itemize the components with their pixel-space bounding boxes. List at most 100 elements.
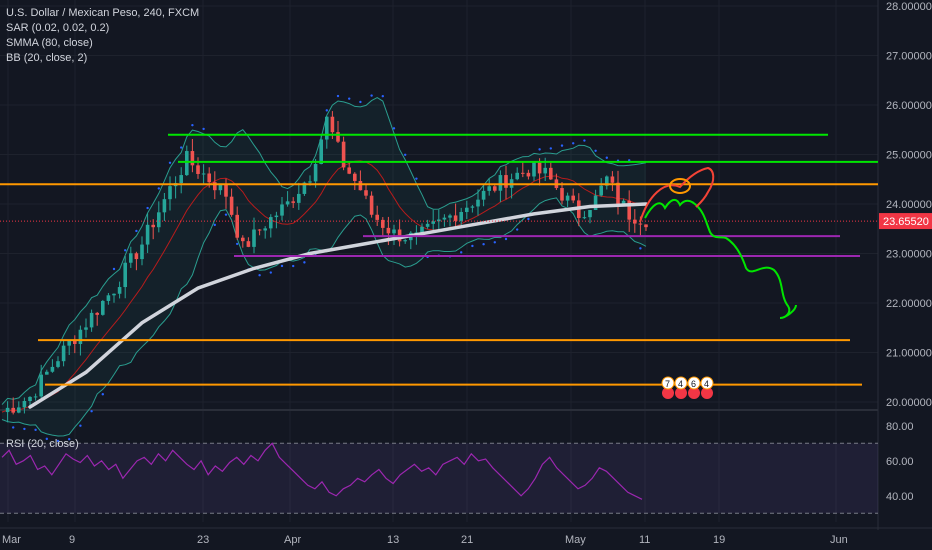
sar-dot xyxy=(168,161,172,164)
candle-body xyxy=(403,240,407,242)
candle-body xyxy=(252,229,256,247)
rsi-tick-label: 80.00 xyxy=(886,421,914,433)
candle-body xyxy=(341,141,346,168)
time-tick-label: 19 xyxy=(713,534,725,546)
candle-body xyxy=(11,407,15,413)
sar-dot xyxy=(303,261,306,264)
candle-body xyxy=(386,227,391,234)
candle-body xyxy=(168,186,172,200)
sar-dot xyxy=(191,123,194,127)
sar-dot xyxy=(583,139,586,142)
price-tick-label: 22.00000 xyxy=(886,298,932,310)
sar-dot xyxy=(493,241,496,244)
candle-body xyxy=(364,190,368,196)
event-flag-icon xyxy=(675,387,687,399)
price-tick-label: 24.00000 xyxy=(886,199,932,211)
sar-dot xyxy=(124,249,127,252)
sar-dot xyxy=(135,229,138,233)
candle-body xyxy=(504,175,508,188)
candle-body xyxy=(470,206,475,208)
candle-body xyxy=(616,182,620,204)
sar-dot xyxy=(359,100,362,104)
candle-body xyxy=(638,223,643,225)
candle-body xyxy=(605,176,609,186)
price-tick-label: 26.00000 xyxy=(886,100,932,112)
highlight-ellipse xyxy=(669,178,691,194)
candle-body xyxy=(291,201,295,203)
price-tick-label: 27.00000 xyxy=(886,51,932,63)
event-marker xyxy=(687,376,701,390)
candle-body xyxy=(476,199,480,207)
candle-body xyxy=(347,167,351,174)
candle-body xyxy=(425,223,430,227)
candle-body xyxy=(162,199,167,213)
sar-dot xyxy=(213,223,216,227)
candle-body xyxy=(459,212,463,221)
sar-dot xyxy=(269,271,272,274)
candle-body xyxy=(369,195,374,215)
sar-dot xyxy=(325,109,328,112)
sar-dot xyxy=(415,177,418,180)
candle-body xyxy=(532,162,536,177)
rsi-band-fill xyxy=(0,443,878,514)
candle-body xyxy=(185,151,189,176)
rsi-tick-label: 60.00 xyxy=(886,456,914,468)
candle-body xyxy=(302,182,307,194)
candle-body xyxy=(375,214,379,220)
rsi-tick-label: 40.00 xyxy=(886,491,914,503)
candle-body xyxy=(101,300,105,315)
candle-body xyxy=(224,184,228,197)
candle-body xyxy=(560,188,564,201)
sar-dot xyxy=(404,153,407,156)
candles xyxy=(5,111,648,423)
candle-body xyxy=(263,228,267,231)
candle-body xyxy=(56,361,60,367)
candle-body xyxy=(392,229,396,234)
candle-body xyxy=(465,207,469,213)
candle-body xyxy=(437,219,441,222)
candle-body xyxy=(61,345,66,362)
candle-body xyxy=(325,116,329,140)
candle-body xyxy=(543,167,547,174)
candle-body xyxy=(190,151,195,166)
sar-dot xyxy=(90,409,93,413)
projection-green-path xyxy=(644,198,797,319)
event-flag-icon xyxy=(662,387,674,399)
sar-dot xyxy=(336,94,340,98)
candle-body xyxy=(515,172,519,180)
indicator-smma-label[interactable]: SMMA (80, close) xyxy=(6,37,93,49)
candle-body xyxy=(28,396,32,402)
sar-dot xyxy=(504,237,508,241)
sar-dot xyxy=(45,437,48,441)
candle-body xyxy=(498,175,503,191)
sar-dot xyxy=(101,393,105,396)
sar-dot xyxy=(348,97,351,100)
candle-body xyxy=(481,190,486,200)
sar-dot xyxy=(68,438,71,441)
rsi-label[interactable]: RSI (20, close) xyxy=(6,438,79,450)
sar-dot xyxy=(258,274,261,277)
time-tick-label: 13 xyxy=(387,534,399,546)
sar-dot xyxy=(236,242,239,246)
sar-dot xyxy=(560,144,564,147)
sar-dot xyxy=(482,243,485,246)
time-tick-label: Jun xyxy=(830,534,848,546)
price-tick-label: 23.00000 xyxy=(886,249,932,261)
candle-body xyxy=(330,116,335,133)
candle-body xyxy=(123,262,127,288)
candle-body xyxy=(117,287,122,294)
candle-body xyxy=(207,173,211,183)
candle-body xyxy=(571,195,575,201)
candle-body xyxy=(319,139,323,164)
event-flag-icon xyxy=(701,387,713,399)
sar-dot xyxy=(549,147,552,150)
indicator-sar-label[interactable]: SAR (0.02, 0.02, 0.2) xyxy=(6,22,110,34)
candle-body xyxy=(78,329,83,344)
candle-body xyxy=(145,224,150,245)
candle-body xyxy=(157,212,161,228)
chart-legend: U.S. Dollar / Mexican Peso, 240, FXCM SA… xyxy=(6,6,199,66)
candle-body xyxy=(593,195,598,210)
sar-dot xyxy=(180,146,183,149)
indicator-bb-label[interactable]: BB (20, close, 2) xyxy=(6,52,88,64)
